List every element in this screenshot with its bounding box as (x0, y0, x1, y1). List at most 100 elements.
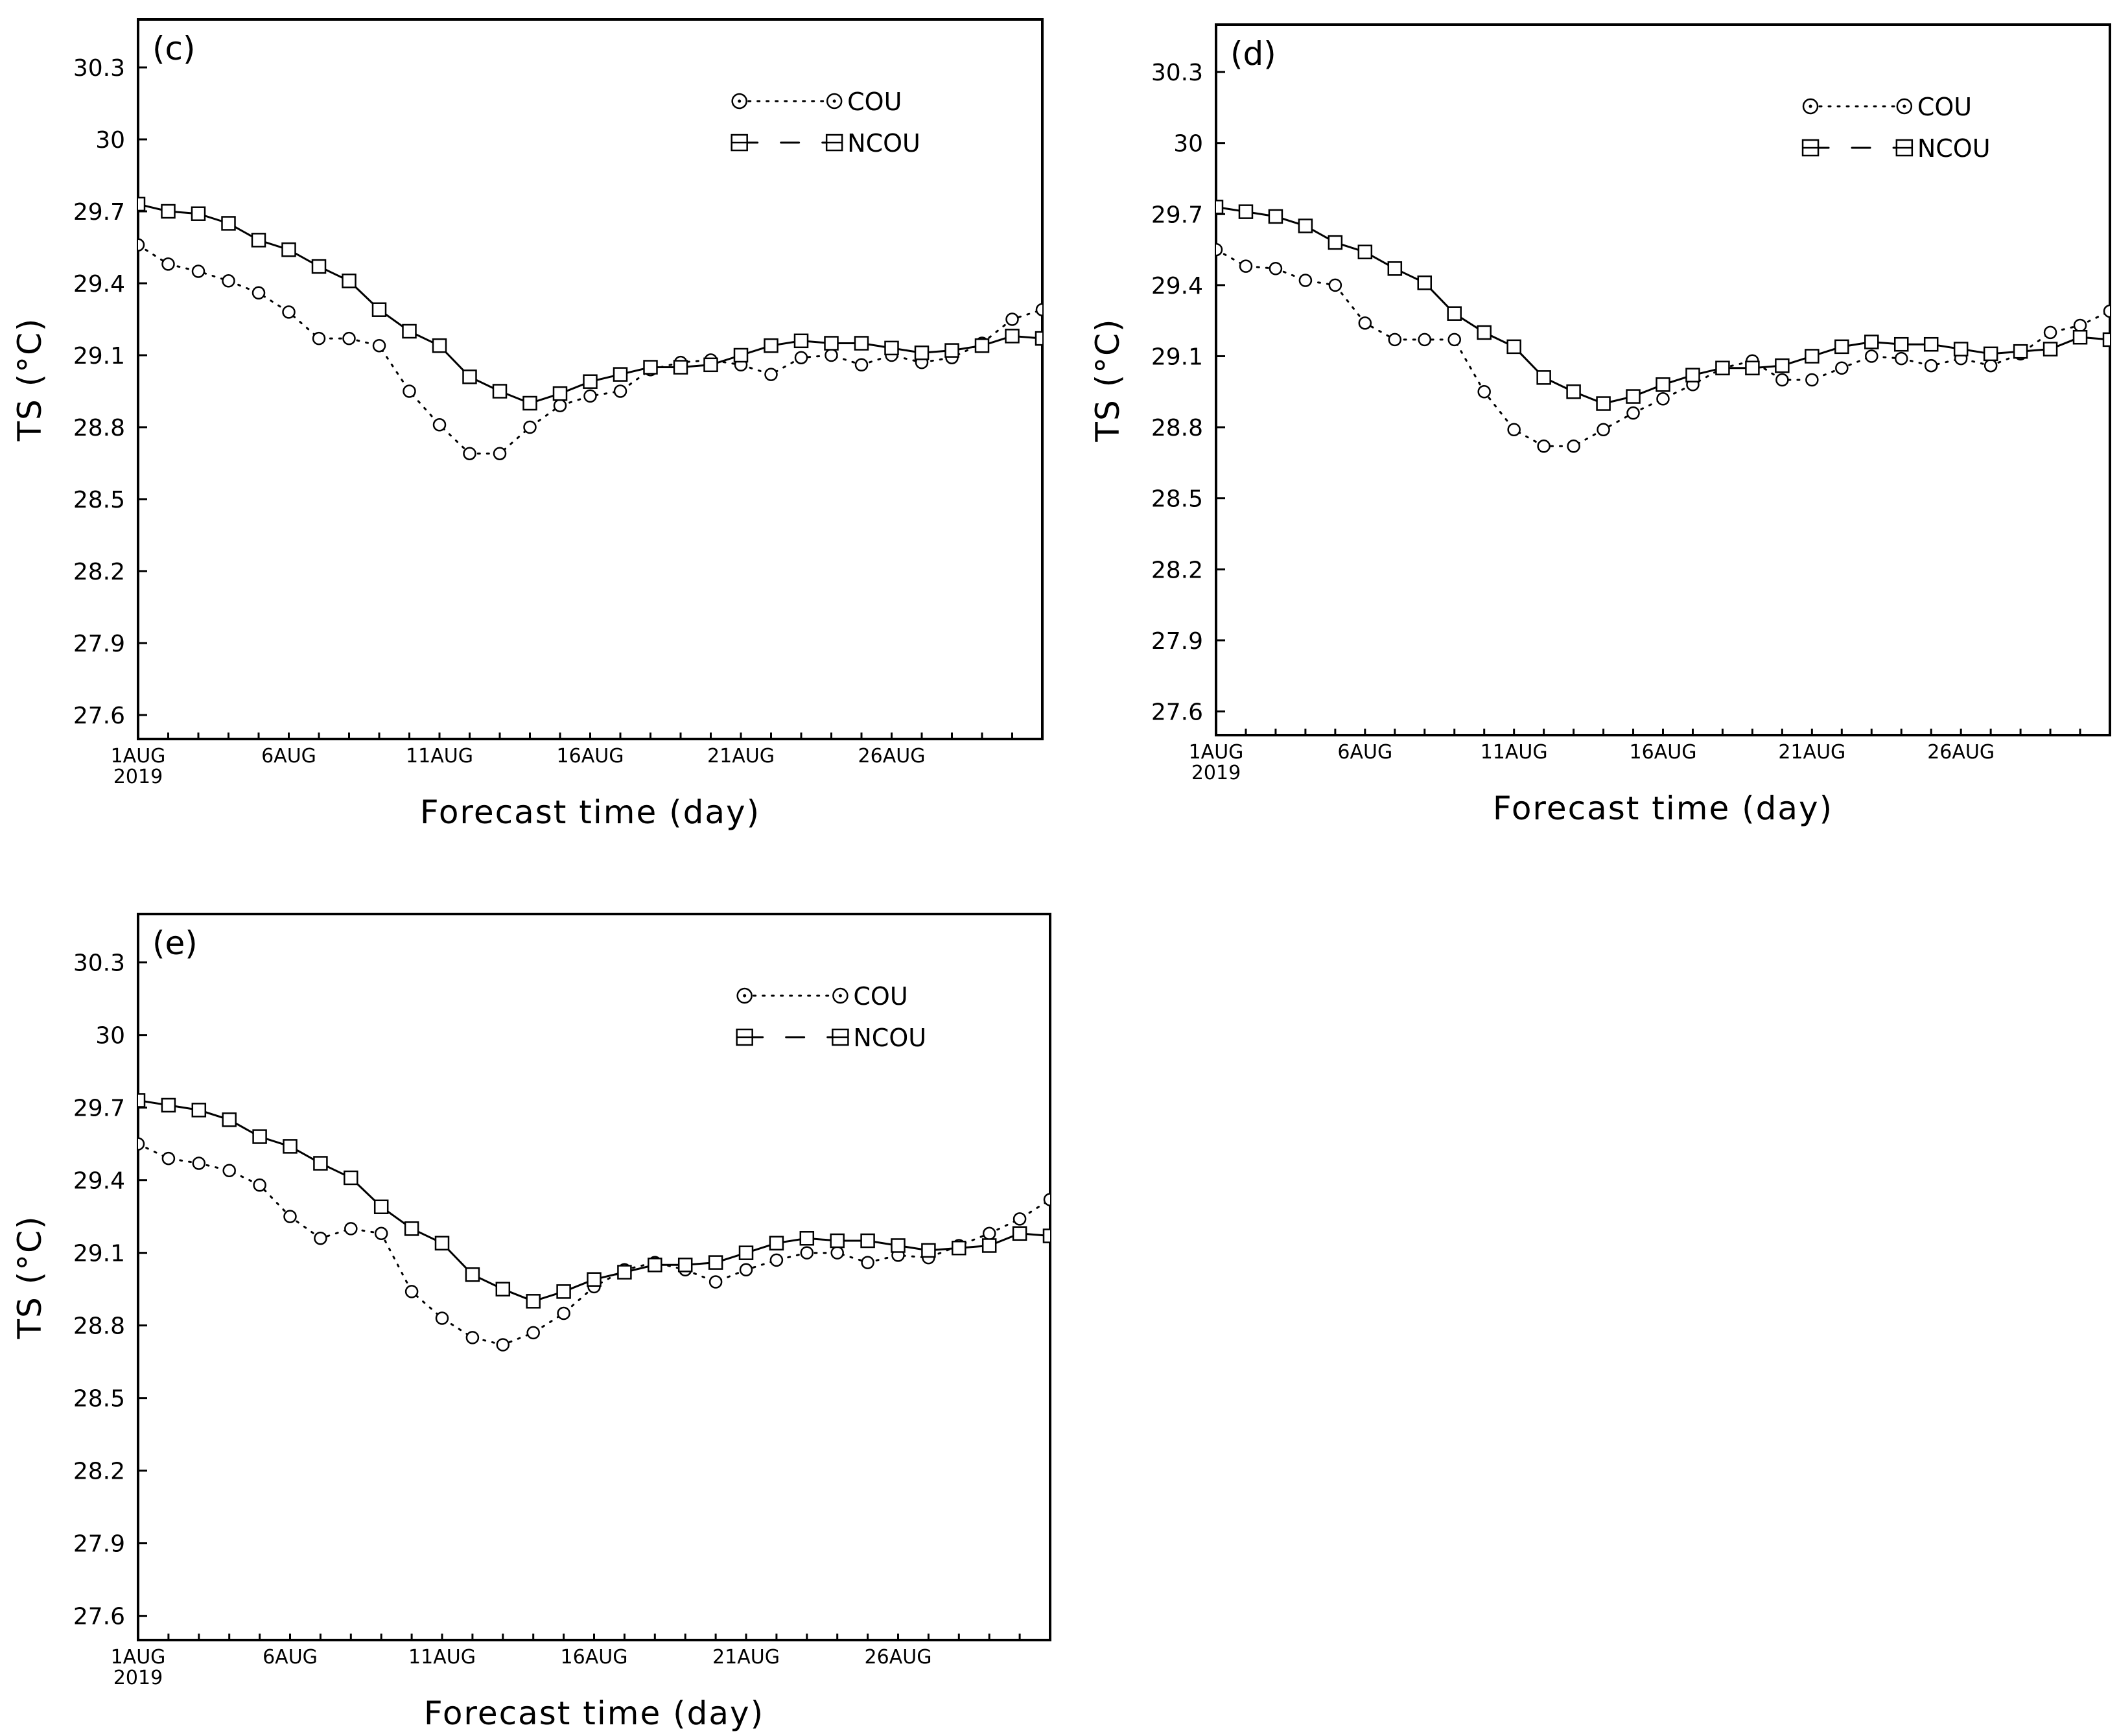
point-cou (161, 1151, 176, 1166)
point-cou (1984, 358, 1998, 373)
point-cou (374, 1226, 388, 1241)
point-ncou (1042, 1228, 1050, 1243)
point-cou (463, 447, 476, 460)
point-ncou (465, 1267, 480, 1282)
y-tick-label: 30 (95, 127, 125, 154)
legend-marker-dot (1902, 104, 1906, 108)
point-ncou (526, 1294, 541, 1309)
point-ncou (373, 1199, 389, 1214)
x-tick-label: 21AUG (707, 745, 775, 768)
point-ncou (161, 204, 176, 219)
x-tick-label: 1AUG (1189, 741, 1244, 764)
y-tick-label: 28.8 (1151, 415, 1203, 441)
point-ncou (252, 1129, 267, 1144)
point-cou (465, 1331, 480, 1344)
point-ncou (1357, 244, 1373, 259)
point-cou (344, 1222, 358, 1236)
x-tick-year-label: 2019 (1191, 762, 1241, 784)
chart-panel-3: (e) 27.6 27.9 28.2 28.5 28.8 29.1 29.4 29.7 30 30.… (11, 913, 1051, 1732)
chart-panel-2: (d) 27.6 27.9 28.2 28.5 28.8 29.1 29.4 29.7 30 30.… (1089, 23, 2111, 827)
point-ncou (1775, 358, 1790, 373)
point-cou (372, 338, 386, 353)
point-ncou (891, 1238, 906, 1253)
point-ncou (648, 1258, 662, 1273)
point-ncou (860, 1233, 875, 1249)
point-cou (557, 1306, 570, 1320)
point-cou (192, 1156, 206, 1170)
point-cou (1447, 333, 1461, 347)
point-ncou (1983, 346, 1998, 362)
legend: COU NCOU (731, 88, 920, 158)
point-ncou (2013, 344, 2028, 359)
point-ncou (492, 384, 508, 399)
point-ncou (643, 360, 658, 375)
y-tick-label: 28.5 (73, 1386, 125, 1413)
point-ncou (854, 336, 869, 351)
legend-label-ncou: NCOU (853, 1024, 926, 1052)
point-ncou (344, 1170, 358, 1186)
point-cou (708, 1275, 723, 1289)
point-ncou (738, 1245, 754, 1260)
point-ncou (1417, 275, 1433, 290)
plot-area (1216, 200, 2110, 453)
point-cou (161, 257, 175, 271)
point-cou (282, 305, 296, 319)
point-cou (764, 368, 778, 381)
y-tick-label: 30 (95, 1023, 125, 1050)
point-cou (435, 1311, 449, 1325)
x-axis-title: Forecast time (day) (424, 1695, 764, 1732)
point-ncou (703, 357, 718, 373)
point-cou (1358, 316, 1372, 330)
point-cou (1537, 440, 1551, 453)
legend-label-ncou: NCOU (847, 129, 920, 158)
point-ncou (1834, 339, 1849, 355)
point-ncou (884, 340, 899, 356)
x-tick-label: 26AUG (858, 745, 926, 768)
point-ncou (587, 1272, 602, 1287)
point-cou (1656, 392, 1670, 406)
series-ncou (138, 196, 1042, 411)
panel-label: (d) (1230, 35, 1276, 73)
x-tick-label: 6AUG (261, 745, 316, 768)
point-ncou (824, 336, 839, 351)
point-ncou (191, 1103, 207, 1118)
point-cou (583, 389, 597, 403)
point-ncou (799, 1231, 815, 1246)
point-ncou (1328, 235, 1343, 250)
point-ncou (921, 1243, 936, 1258)
point-ncou (1953, 342, 1969, 357)
y-axis-title: TS (°C) (11, 317, 49, 441)
point-cou (553, 399, 567, 412)
point-ncou (552, 386, 568, 401)
point-ncou (2102, 332, 2110, 347)
point-ncou (914, 346, 930, 360)
point-ncou (251, 233, 266, 248)
point-ncou (404, 1221, 419, 1236)
point-ncou (1536, 370, 1551, 385)
point-ncou (673, 360, 688, 375)
point-cou (523, 420, 537, 434)
point-cou (1388, 333, 1402, 347)
x-tick-label: 6AUG (263, 1646, 318, 1669)
y-tick-label: 29.7 (1151, 202, 1203, 228)
point-ncou (1566, 384, 1581, 399)
point-cou (1328, 278, 1342, 292)
point-cou (432, 418, 447, 432)
point-cou (769, 1253, 784, 1267)
y-tick-label: 30.3 (1151, 60, 1203, 86)
legend-marker-dot (743, 994, 747, 998)
y-tick-label: 27.6 (73, 1604, 125, 1630)
point-cou (312, 331, 326, 346)
x-tick-label: 1AUG (111, 1646, 166, 1669)
point-ncou (138, 196, 146, 212)
point-cou (1865, 349, 1879, 363)
point-ncou (617, 1265, 632, 1280)
point-cou (1894, 351, 1908, 366)
point-cou (496, 1338, 510, 1352)
y-tick-label: 28.8 (73, 1313, 125, 1340)
y-tick-label: 27.6 (1151, 699, 1203, 725)
point-ncou (974, 338, 990, 353)
y-tick-label: 29.7 (73, 1096, 125, 1122)
point-cou (613, 384, 627, 398)
